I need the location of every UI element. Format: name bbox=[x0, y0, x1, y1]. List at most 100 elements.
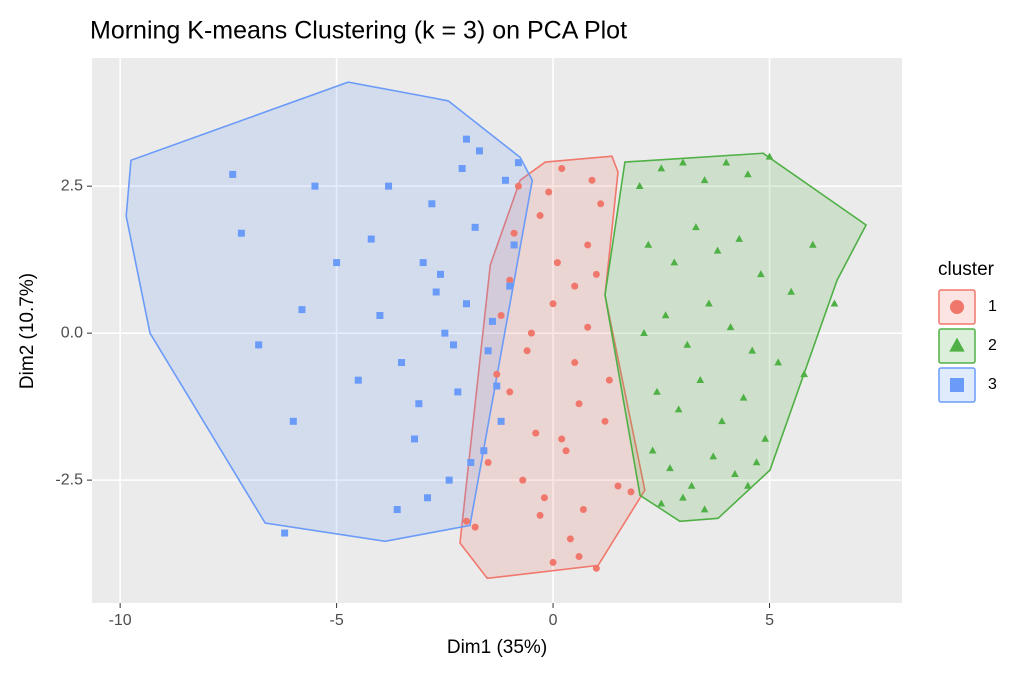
point bbox=[765, 152, 774, 160]
point bbox=[597, 200, 605, 208]
point bbox=[255, 341, 263, 349]
point bbox=[519, 476, 527, 484]
point bbox=[471, 223, 479, 231]
point bbox=[752, 458, 761, 466]
point bbox=[739, 393, 748, 401]
point bbox=[579, 506, 587, 514]
point bbox=[393, 506, 401, 514]
y-tick-label: -2.5 bbox=[55, 471, 83, 488]
point bbox=[696, 375, 705, 383]
point bbox=[588, 176, 596, 184]
point bbox=[787, 287, 796, 295]
legend-marker bbox=[950, 300, 964, 314]
point bbox=[376, 312, 384, 320]
point bbox=[722, 158, 731, 166]
point bbox=[584, 323, 592, 331]
point bbox=[449, 341, 457, 349]
point bbox=[510, 229, 518, 237]
legend-marker bbox=[949, 337, 965, 352]
point bbox=[540, 494, 548, 502]
point bbox=[506, 276, 514, 284]
point bbox=[281, 529, 289, 537]
point bbox=[709, 452, 718, 460]
point bbox=[718, 417, 726, 425]
point bbox=[462, 135, 470, 143]
point bbox=[657, 164, 666, 172]
legend-label: 2 bbox=[988, 337, 997, 354]
point bbox=[289, 417, 297, 425]
point bbox=[674, 405, 683, 413]
point bbox=[601, 417, 609, 425]
point bbox=[679, 158, 687, 166]
point bbox=[229, 170, 237, 178]
x-tick-label: -5 bbox=[329, 612, 343, 629]
point bbox=[635, 181, 644, 189]
point bbox=[575, 553, 583, 561]
point bbox=[731, 470, 739, 478]
point bbox=[705, 299, 713, 307]
point bbox=[800, 370, 809, 378]
point bbox=[683, 340, 692, 348]
x-axis-title: Dim1 (35%) bbox=[447, 637, 547, 658]
point bbox=[527, 329, 535, 337]
point bbox=[687, 481, 696, 489]
point bbox=[488, 317, 496, 325]
point bbox=[661, 311, 670, 319]
point bbox=[311, 182, 319, 190]
point bbox=[735, 234, 744, 242]
point bbox=[333, 259, 341, 267]
point bbox=[497, 312, 505, 320]
point bbox=[510, 241, 518, 249]
point bbox=[627, 488, 635, 496]
point bbox=[614, 482, 622, 490]
point bbox=[558, 435, 566, 443]
y-tick-label: 0.0 bbox=[61, 324, 83, 341]
x-tick-label: 0 bbox=[549, 612, 558, 629]
point bbox=[424, 494, 432, 502]
x-tick-label: -10 bbox=[109, 612, 132, 629]
point bbox=[666, 464, 674, 472]
point bbox=[571, 359, 579, 367]
point bbox=[592, 270, 600, 278]
point bbox=[744, 170, 752, 178]
y-tick-label: 2.5 bbox=[61, 177, 83, 194]
point bbox=[640, 328, 648, 336]
point bbox=[432, 288, 440, 296]
point bbox=[653, 387, 661, 395]
point bbox=[475, 147, 483, 155]
point bbox=[648, 446, 657, 454]
point bbox=[484, 347, 492, 355]
point bbox=[462, 300, 470, 308]
point bbox=[514, 159, 522, 167]
point bbox=[411, 435, 419, 443]
legend-marker bbox=[950, 378, 964, 392]
point bbox=[506, 388, 514, 396]
point bbox=[415, 400, 423, 408]
point bbox=[441, 329, 449, 337]
legend-title: cluster bbox=[938, 259, 995, 280]
point bbox=[657, 499, 666, 507]
point bbox=[549, 558, 557, 566]
point bbox=[501, 176, 509, 184]
point bbox=[354, 376, 362, 384]
point bbox=[471, 523, 479, 531]
point bbox=[467, 458, 475, 466]
point bbox=[454, 388, 462, 396]
point bbox=[692, 223, 700, 231]
point bbox=[700, 176, 709, 184]
point bbox=[679, 493, 687, 501]
point bbox=[670, 258, 679, 266]
legend-label: 3 bbox=[988, 376, 997, 393]
point bbox=[748, 346, 757, 354]
point bbox=[458, 165, 466, 173]
point bbox=[385, 182, 393, 190]
point bbox=[744, 481, 752, 489]
point bbox=[536, 511, 544, 519]
point bbox=[514, 182, 522, 190]
point bbox=[484, 458, 492, 466]
point bbox=[566, 535, 574, 543]
point bbox=[549, 300, 557, 308]
point bbox=[713, 246, 722, 254]
point bbox=[808, 240, 817, 248]
